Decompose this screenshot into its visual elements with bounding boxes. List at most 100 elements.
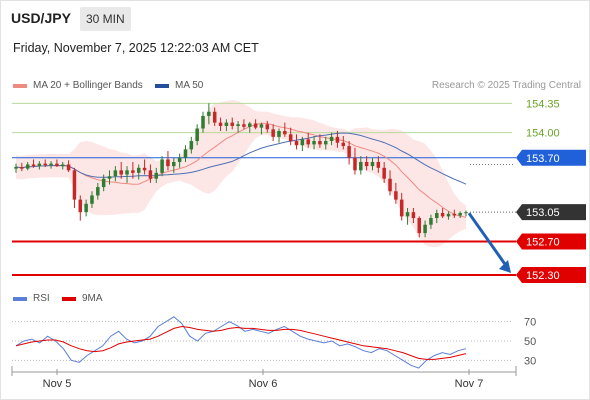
ma20-swatch — [13, 83, 27, 88]
datetime-text: Friday, November 7, 2025 12:22:03 AM CET — [13, 41, 259, 55]
resistance-label: 153.70 — [526, 153, 560, 165]
candle-body — [207, 111, 211, 116]
x-tick-label-2: Nov 7 — [455, 378, 484, 390]
9ma-swatch — [62, 296, 76, 301]
candle-body — [20, 166, 24, 169]
candle-body — [84, 203, 88, 213]
legend-ma20-label: MA 20 + Bollinger Bands — [33, 80, 143, 91]
candle-body — [417, 218, 422, 234]
candle-body — [189, 141, 194, 150]
candle-body — [353, 157, 357, 171]
timeframe-badge[interactable]: 30 MIN — [80, 7, 131, 31]
legend-ma50: MA 50 — [155, 80, 203, 91]
candle-body — [323, 141, 328, 145]
legend-ma20: MA 20 + Bollinger Bands — [13, 80, 143, 91]
candle-body — [78, 199, 83, 213]
current-price-badge — [516, 204, 586, 221]
forecast-arrow-head — [499, 259, 511, 273]
legend-ma50-label: MA 50 — [175, 80, 204, 91]
candle-body — [312, 141, 316, 145]
candle-body — [37, 163, 42, 167]
candle-body — [248, 123, 252, 127]
candle-body — [446, 213, 451, 217]
candle-body — [335, 136, 340, 143]
candle-body — [96, 187, 100, 196]
candle-body — [364, 161, 369, 167]
candle-body — [119, 170, 123, 175]
candle-body — [224, 122, 229, 126]
candle-body — [107, 176, 112, 179]
candle-body — [458, 213, 462, 216]
candle-body — [394, 191, 398, 200]
legend-rsi: RSI — [13, 293, 50, 304]
support-badge-152.30 — [516, 266, 586, 283]
target-label-154.35: 154.35 — [526, 98, 560, 110]
candle-body — [183, 149, 188, 158]
candle-body — [90, 195, 94, 204]
rsi-tick-70: 70 — [524, 317, 536, 329]
candle-body — [113, 170, 118, 177]
candle-body — [359, 161, 363, 171]
legend-9ma-label: 9MA — [82, 293, 103, 304]
candle-body — [101, 178, 106, 188]
symbol-title: USD/JPY — [11, 10, 71, 26]
rsi-ma-line — [15, 325, 467, 360]
candle-body — [172, 161, 176, 167]
candle-body — [429, 218, 433, 225]
candle-body — [160, 159, 164, 173]
x-tick-label-1: Nov 6 — [249, 378, 278, 390]
candle-body — [72, 170, 77, 200]
rsi-swatch — [13, 296, 27, 301]
candle-body — [405, 212, 410, 217]
candle-body — [66, 164, 71, 171]
x-tick-label-0: Nov 5 — [43, 378, 72, 390]
candle-body — [212, 111, 217, 123]
candle-body — [329, 136, 334, 142]
candle-body — [49, 163, 53, 166]
candle-body — [177, 157, 182, 162]
candle-body — [271, 129, 275, 137]
candle-body — [288, 134, 293, 142]
candle-body — [388, 178, 392, 192]
candle-body — [14, 166, 18, 169]
target-label-154.00: 154.00 — [526, 128, 560, 140]
rsi-tick-30: 30 — [524, 355, 536, 367]
candle-body — [376, 161, 381, 168]
rsi-tick-50: 50 — [524, 336, 536, 348]
candle-body — [277, 130, 281, 137]
candle-body — [242, 124, 246, 127]
support-label-152.70: 152.70 — [526, 236, 560, 248]
candle-body — [253, 123, 258, 128]
candle-body — [440, 213, 445, 217]
candle-body — [136, 167, 141, 173]
credit-text: Research © 2025 Trading Central — [431, 80, 581, 91]
ma50-swatch — [155, 83, 169, 88]
candle-body — [423, 224, 427, 234]
ma50-line — [15, 132, 467, 185]
candle-body — [25, 164, 30, 169]
candle-body — [55, 163, 59, 167]
candle-body — [60, 164, 65, 167]
candle-body — [31, 164, 36, 167]
candle-body — [43, 163, 47, 166]
candle-body — [318, 141, 322, 145]
candle-body — [154, 172, 159, 179]
candles-group — [14, 103, 468, 238]
support-label-152.30: 152.30 — [526, 270, 560, 282]
candle-body — [341, 142, 346, 147]
candle-body — [230, 122, 234, 126]
candle-body — [283, 130, 287, 135]
candle-body — [452, 213, 457, 216]
support-badge-152.70 — [516, 233, 586, 250]
candle-body — [300, 139, 305, 146]
candle-body — [370, 161, 375, 167]
legend-9ma: 9MA — [62, 293, 103, 304]
candle-body — [435, 213, 439, 219]
resistance-badge — [516, 149, 586, 166]
candle-body — [306, 139, 310, 145]
candle-body — [399, 199, 404, 217]
candle-body — [236, 124, 240, 126]
candle-body — [195, 128, 199, 142]
legend-rsi-label: RSI — [33, 293, 50, 304]
